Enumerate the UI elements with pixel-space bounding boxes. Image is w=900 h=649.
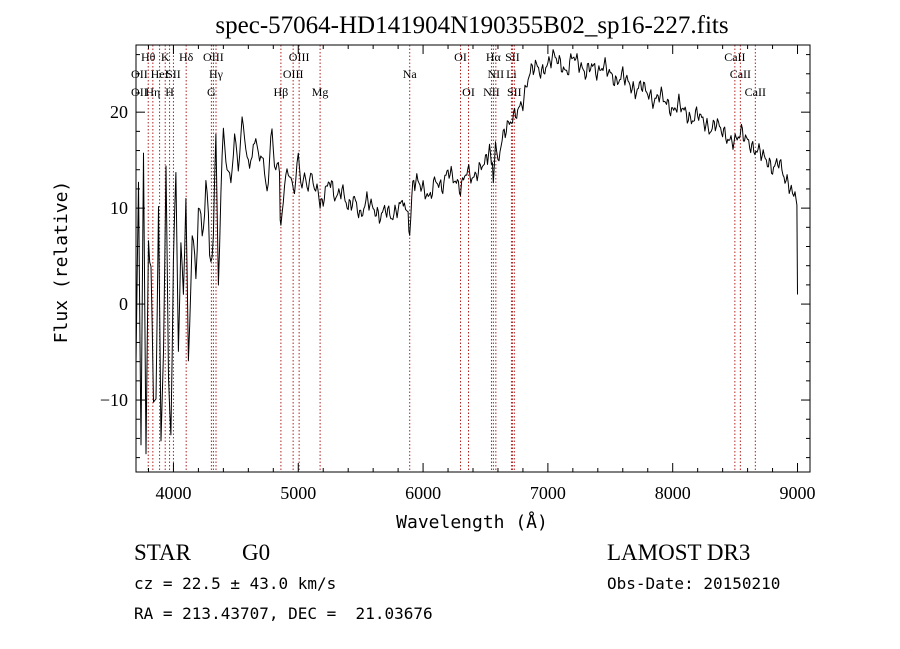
object-class: STAR <box>134 540 191 565</box>
line-label: CaII <box>730 67 751 81</box>
line-label: Hβ <box>274 85 289 99</box>
x-tick-label: 7000 <box>530 483 566 503</box>
x-tick-label: 6000 <box>405 483 441 503</box>
observation-date: Obs-Date: 20150210 <box>607 574 781 593</box>
x-tick-label: 4000 <box>155 483 191 503</box>
x-tick-label: 9000 <box>780 483 816 503</box>
object-subclass: G0 <box>242 540 271 565</box>
line-label: Na <box>403 67 418 81</box>
x-axis-label: Wavelength (Å) <box>396 511 548 533</box>
line-label: NII <box>488 67 505 81</box>
line-label: Mg <box>312 85 329 99</box>
line-label: OIII <box>289 50 310 64</box>
spectrum-series <box>135 49 798 455</box>
y-tick-label: 10 <box>110 198 128 218</box>
x-axis-ticks: 4000 5000 6000 7000 8000 9000 <box>147 45 816 503</box>
line-label: G <box>207 85 216 99</box>
line-label: Hη <box>145 85 160 99</box>
line-label: Hα <box>486 50 502 64</box>
chart-title: spec-57064-HD141904N190355B02_sp16-227.f… <box>215 12 728 39</box>
y-tick-label: 0 <box>119 294 128 314</box>
spectral-line-markers <box>147 45 756 472</box>
line-label: SII <box>507 85 522 99</box>
line-label: Hγ <box>209 67 224 81</box>
spectrum-line <box>135 49 798 455</box>
line-label: Hθ <box>141 50 156 64</box>
line-label: Hδ <box>179 50 194 64</box>
redshift-readout: cz = 22.5 ± 43.0 km/s <box>134 574 337 593</box>
line-label: H <box>165 85 174 99</box>
line-label: OII <box>131 85 148 99</box>
line-label: CaII <box>745 85 766 99</box>
survey-name: LAMOST DR3 <box>607 540 751 565</box>
coordinates-readout: RA = 213.43707, DEC = 21.03676 <box>134 604 433 623</box>
line-label: K <box>161 50 170 64</box>
y-axis-label: Flux (relative) <box>51 181 72 344</box>
line-label: HeI <box>151 67 169 81</box>
spectrum-chart: spec-57064-HD141904N190355B02_sp16-227.f… <box>51 12 816 533</box>
line-label: OIII <box>203 50 224 64</box>
line-label: SII <box>166 67 181 81</box>
y-tick-label: 20 <box>110 102 128 122</box>
line-label: OIII <box>283 67 304 81</box>
line-label: NII <box>483 85 500 99</box>
line-label: OI <box>462 85 475 99</box>
line-label: Li <box>506 67 517 81</box>
x-tick-label: 8000 <box>655 483 691 503</box>
y-axis-ticks: −10 0 10 20 <box>100 54 810 459</box>
line-label: SII <box>505 50 520 64</box>
y-tick-label: −10 <box>100 390 128 410</box>
line-label: CaII <box>724 50 745 64</box>
line-label: OI <box>454 50 467 64</box>
x-tick-label: 5000 <box>280 483 316 503</box>
plot-frame <box>135 44 811 473</box>
